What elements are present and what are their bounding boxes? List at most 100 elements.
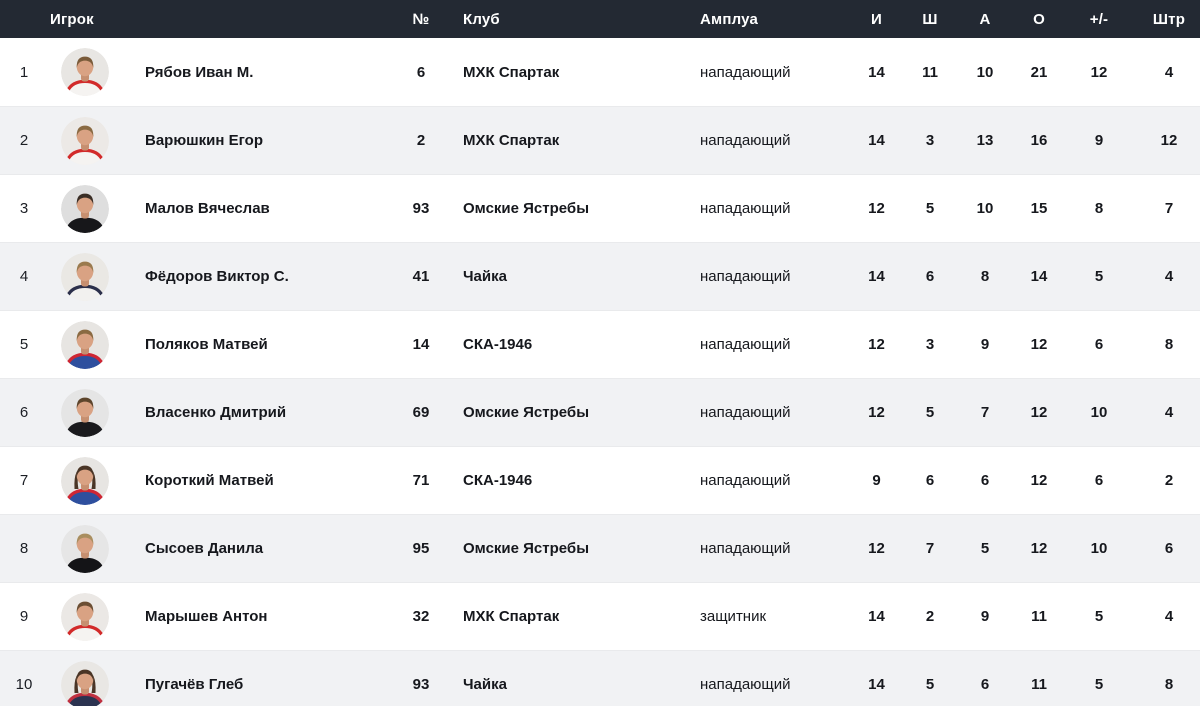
player-name[interactable]: Рябов Иван М.: [145, 63, 254, 81]
stat-plus-minus: 6: [1094, 336, 1104, 353]
stat-assists: 5: [980, 540, 990, 557]
stat-assists: 10: [976, 63, 994, 81]
stat-plus-minus: 5: [1094, 268, 1104, 285]
stat-assists: 10: [976, 200, 994, 217]
player-club[interactable]: Чайка: [463, 268, 507, 285]
player-rank: 4: [19, 268, 29, 285]
column-header-club[interactable]: Клуб: [463, 10, 500, 28]
stat-points: 16: [1030, 132, 1048, 149]
stat-goals: 5: [925, 200, 935, 217]
stat-penalty: 7: [1164, 200, 1174, 217]
player-number: 2: [416, 132, 426, 149]
stat-games: 14: [868, 63, 885, 81]
player-position: нападающий: [700, 676, 791, 693]
player-position: нападающий: [700, 336, 791, 353]
stat-goals: 5: [925, 676, 935, 693]
avatar-cell: [48, 252, 121, 301]
player-name[interactable]: Малов Вячеслав: [145, 200, 270, 217]
player-club[interactable]: МХК Спартак: [463, 608, 560, 625]
table-row[interactable]: 8 Сысоев Данила 95 Омские Ястребы напада…: [0, 514, 1200, 582]
player-rank: 1: [19, 63, 29, 81]
column-header-goals[interactable]: Ш: [922, 10, 938, 28]
stat-games: 12: [868, 200, 885, 217]
player-avatar-photo: [60, 660, 109, 706]
player-name[interactable]: Варюшкин Егор: [145, 132, 263, 149]
avatar-cell: [48, 48, 121, 96]
table-row[interactable]: 2 Варюшкин Егор 2 МХК Спартак нападающий…: [0, 106, 1200, 174]
player-number: 14: [412, 336, 430, 353]
player-name[interactable]: Власенко Дмитрий: [145, 404, 287, 421]
table-row[interactable]: 4 Фёдоров Виктор С. 41 Чайка нападающий …: [0, 242, 1200, 310]
player-name[interactable]: Короткий Матвей: [145, 472, 274, 489]
column-header-position[interactable]: Амплуа: [700, 10, 759, 28]
player-name[interactable]: Марышев Антон: [145, 608, 268, 625]
player-club[interactable]: Омские Ястребы: [463, 200, 589, 217]
stat-plus-minus: 5: [1094, 608, 1104, 625]
stat-goals: 6: [925, 268, 935, 285]
player-number: 41: [412, 268, 430, 285]
stat-points: 12: [1030, 540, 1048, 557]
stat-plus-minus: 8: [1094, 200, 1104, 217]
table-row[interactable]: 7 Короткий Матвей 71 СКА-1946 нападающий…: [0, 446, 1200, 514]
stat-penalty: 8: [1164, 336, 1174, 353]
stat-plus-minus: 12: [1090, 63, 1108, 81]
player-club[interactable]: МХК Спартак: [463, 132, 560, 149]
player-name[interactable]: Пугачёв Глеб: [145, 676, 244, 693]
stat-assists: 6: [980, 472, 990, 489]
stat-goals: 11: [922, 63, 938, 81]
table-row[interactable]: 6 Власенко Дмитрий 69 Омские Ястребы нап…: [0, 378, 1200, 446]
table-row[interactable]: 3 Малов Вячеслав 93 Омские Ястребы напад…: [0, 174, 1200, 242]
player-name[interactable]: Фёдоров Виктор С.: [145, 268, 289, 285]
player-avatar-photo: [60, 388, 109, 437]
stat-penalty: 6: [1164, 540, 1174, 557]
player-club[interactable]: МХК Спартак: [463, 63, 560, 81]
player-club[interactable]: Омские Ястребы: [463, 540, 589, 557]
player-rank: 9: [19, 608, 29, 625]
stat-games: 12: [868, 540, 885, 557]
column-header-plus-minus[interactable]: +/-: [1089, 10, 1109, 28]
avatar-cell: [48, 116, 121, 165]
column-header-assists[interactable]: А: [979, 10, 991, 28]
stat-penalty: 4: [1164, 608, 1174, 625]
stat-goals: 2: [925, 608, 935, 625]
column-header-penalty[interactable]: Штр: [1152, 10, 1186, 28]
player-name[interactable]: Сысоев Данила: [145, 540, 264, 557]
column-header-number[interactable]: №: [412, 10, 430, 28]
stat-assists: 9: [980, 336, 990, 353]
player-name[interactable]: Поляков Матвей: [145, 336, 268, 353]
stat-penalty: 4: [1164, 268, 1174, 285]
player-position: нападающий: [700, 63, 791, 81]
stat-points: 11: [1031, 676, 1047, 693]
column-header-games[interactable]: И: [871, 10, 882, 28]
player-club[interactable]: СКА-1946: [463, 336, 533, 353]
stat-points: 15: [1030, 200, 1048, 217]
stat-assists: 9: [980, 608, 990, 625]
player-rank: 6: [19, 404, 29, 421]
avatar-cell: [48, 524, 121, 573]
column-header-player[interactable]: Игрок: [50, 10, 94, 28]
column-header-points[interactable]: О: [1033, 10, 1045, 28]
player-rank: 5: [19, 336, 29, 353]
player-number: 71: [412, 472, 430, 489]
player-club[interactable]: СКА-1946: [463, 472, 533, 489]
stat-games: 14: [868, 608, 885, 625]
player-club[interactable]: Чайка: [463, 676, 507, 693]
table-header: Игрок № Клуб Амплуа И Ш А О +/- Штр: [0, 0, 1200, 38]
table-row[interactable]: 5 Поляков Матвей 14 СКА-1946 нападающий …: [0, 310, 1200, 378]
player-avatar-photo: [60, 252, 109, 301]
stat-games: 12: [868, 336, 885, 353]
avatar-cell: [48, 184, 121, 233]
player-club[interactable]: Омские Ястребы: [463, 404, 589, 421]
player-position: нападающий: [700, 404, 791, 421]
stat-games: 9: [872, 472, 881, 489]
stat-games: 14: [868, 132, 885, 149]
stat-games: 14: [868, 268, 885, 285]
stat-goals: 3: [925, 132, 935, 149]
player-rank: 10: [15, 676, 33, 693]
table-row[interactable]: 9 Марышев Антон 32 МХК Спартак защитник …: [0, 582, 1200, 650]
table-row[interactable]: 10 Пугачёв Глеб 93 Чайка нападающий 14 5…: [0, 650, 1200, 706]
stat-penalty: 8: [1164, 676, 1174, 693]
table-row[interactable]: 1 Рябов Иван М. 6 МХК Спартак нападающий…: [0, 38, 1200, 106]
player-position: защитник: [700, 608, 767, 625]
